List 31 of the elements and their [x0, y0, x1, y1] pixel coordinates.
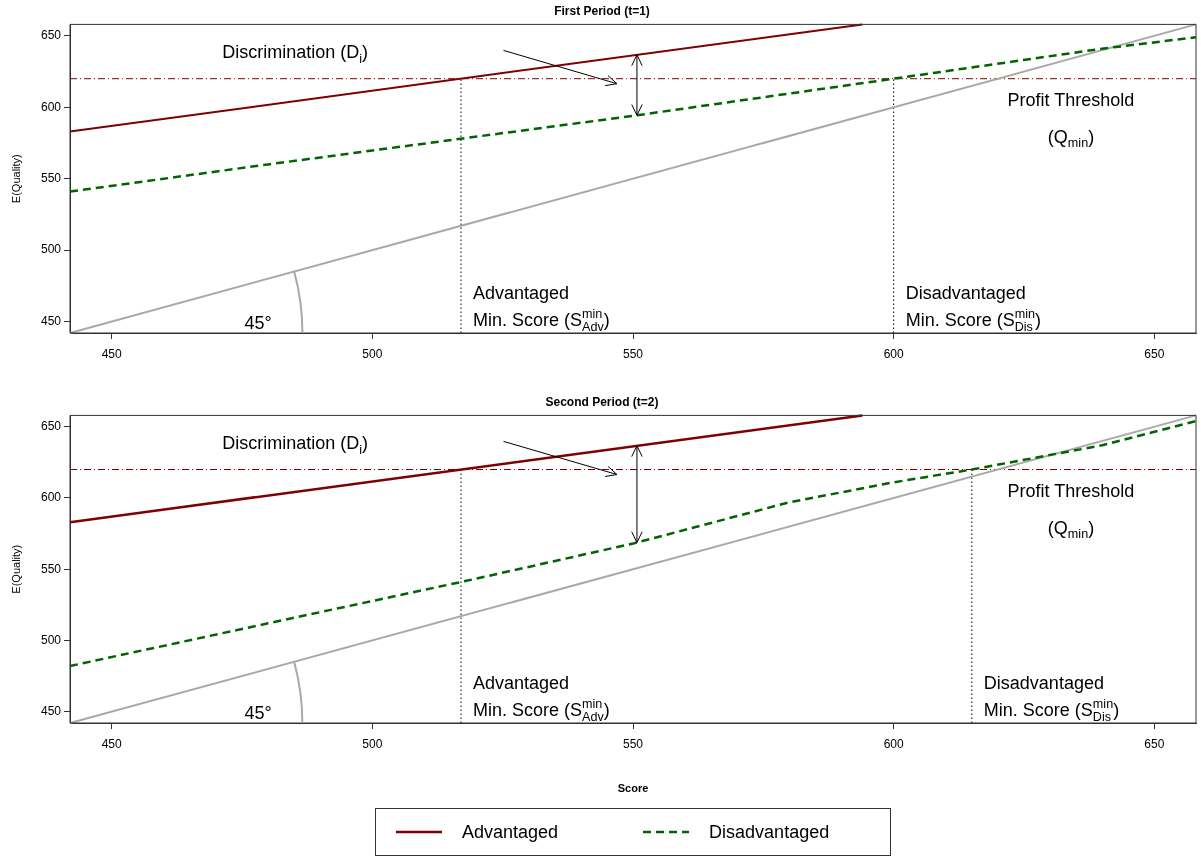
- x-tick-label: 450: [101, 736, 123, 751]
- chart-title: Second Period (t=2): [545, 394, 659, 409]
- x-tick-label: 600: [883, 736, 904, 751]
- y-tick-label: 600: [40, 99, 62, 114]
- y-tick-label: 550: [40, 561, 62, 576]
- y-axis-title: E(Quality): [9, 154, 22, 204]
- x-tick-label: 500: [362, 346, 383, 361]
- line-series: [68, 419, 1198, 668]
- x-tick-label: 450: [101, 346, 123, 361]
- chart-title: First Period (t=1): [554, 3, 650, 18]
- y-tick-label: 600: [40, 490, 62, 505]
- y-tick-label: 650: [40, 419, 62, 434]
- legend-label: Advantaged: [462, 821, 559, 843]
- x-tick-label: 600: [883, 346, 904, 361]
- y-tick-label: 550: [40, 171, 62, 186]
- line-series: [68, 36, 1198, 193]
- y-axis-title: E(Quality): [9, 544, 22, 594]
- x-tick-label: 550: [622, 736, 644, 751]
- x-axis-title: Score: [617, 782, 649, 795]
- x-tick-label: 550: [622, 346, 644, 361]
- annotation: 45°: [244, 703, 272, 723]
- y-tick-label: 650: [40, 28, 62, 43]
- y-tick-label: 450: [40, 703, 62, 718]
- y-tick-label: 450: [40, 313, 62, 328]
- y-tick-label: 500: [40, 242, 62, 257]
- x-tick-label: 500: [362, 736, 383, 751]
- y-tick-label: 500: [40, 632, 62, 647]
- legend-label: Disadvantaged: [709, 821, 830, 843]
- annotation: 45°: [244, 313, 272, 333]
- x-tick-label: 650: [1144, 346, 1165, 361]
- x-tick-label: 650: [1144, 736, 1165, 751]
